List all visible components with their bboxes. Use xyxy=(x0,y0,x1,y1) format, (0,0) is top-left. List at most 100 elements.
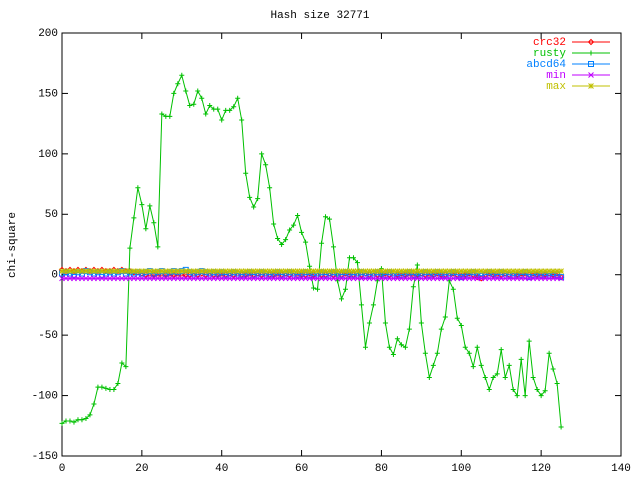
point-marker xyxy=(227,107,233,113)
point-marker xyxy=(522,393,528,399)
point-marker xyxy=(67,268,73,274)
point-marker xyxy=(159,111,165,117)
point-marker xyxy=(255,196,261,202)
point-marker xyxy=(323,214,329,220)
point-marker xyxy=(210,268,217,274)
point-marker xyxy=(418,320,424,326)
legend-label: min xyxy=(546,70,566,82)
point-marker xyxy=(406,268,413,274)
point-marker xyxy=(314,268,321,274)
point-marker xyxy=(510,268,517,274)
point-marker xyxy=(170,268,177,274)
point-marker xyxy=(270,268,277,274)
point-marker xyxy=(366,320,372,326)
point-marker xyxy=(494,268,501,274)
x-tick-label: 60 xyxy=(295,463,308,475)
point-marker xyxy=(242,268,249,274)
point-marker xyxy=(462,268,469,274)
point-marker xyxy=(290,268,297,274)
point-marker xyxy=(79,268,85,274)
y-tick-label: -100 xyxy=(32,390,58,402)
point-marker xyxy=(342,268,349,274)
point-marker xyxy=(59,420,65,426)
point-marker xyxy=(362,344,368,350)
point-marker xyxy=(354,268,361,274)
point-marker xyxy=(195,88,201,94)
point-marker xyxy=(155,244,161,250)
legend-marker xyxy=(588,83,594,89)
point-marker xyxy=(167,113,173,119)
point-marker xyxy=(139,268,145,274)
point-marker xyxy=(546,268,552,274)
point-marker xyxy=(194,268,201,274)
point-marker xyxy=(187,103,193,109)
point-marker xyxy=(151,220,157,226)
point-marker xyxy=(234,268,241,274)
point-marker xyxy=(522,268,529,274)
point-marker xyxy=(262,268,269,274)
point-marker xyxy=(482,374,488,380)
point-marker xyxy=(239,117,245,123)
point-marker xyxy=(478,268,485,274)
point-marker xyxy=(131,215,137,221)
point-marker xyxy=(514,268,521,274)
point-marker xyxy=(538,393,544,399)
point-marker xyxy=(486,268,493,274)
point-marker xyxy=(59,268,65,274)
point-marker xyxy=(243,170,249,176)
point-marker xyxy=(175,81,181,87)
point-marker xyxy=(494,371,500,377)
point-marker xyxy=(267,185,273,191)
point-marker xyxy=(315,286,321,292)
point-marker xyxy=(354,260,360,266)
y-axis-label: chi-square xyxy=(7,212,19,278)
point-marker xyxy=(274,268,281,274)
point-marker xyxy=(302,268,309,274)
point-marker xyxy=(266,268,273,274)
y-tick-label: -50 xyxy=(38,330,58,342)
point-marker xyxy=(103,268,109,274)
point-marker xyxy=(422,268,429,274)
x-tick-label: 80 xyxy=(375,463,388,475)
point-marker xyxy=(406,326,412,332)
point-marker xyxy=(346,268,353,274)
point-marker xyxy=(542,268,548,274)
point-marker xyxy=(63,268,69,274)
point-marker xyxy=(251,204,257,210)
point-marker xyxy=(339,296,344,302)
point-marker xyxy=(458,268,465,274)
point-marker xyxy=(83,416,89,422)
point-marker xyxy=(426,268,433,274)
point-marker xyxy=(482,268,489,274)
point-marker xyxy=(186,268,193,274)
point-marker xyxy=(374,268,381,274)
point-marker xyxy=(358,268,365,274)
point-marker xyxy=(510,387,516,393)
point-marker xyxy=(390,268,397,274)
point-marker xyxy=(394,268,401,274)
x-tick-label: 20 xyxy=(135,463,148,475)
point-marker xyxy=(398,342,404,348)
point-marker xyxy=(218,268,225,274)
point-marker xyxy=(450,286,456,292)
point-marker xyxy=(454,268,461,274)
point-marker xyxy=(422,350,428,356)
point-marker xyxy=(203,111,209,117)
point-marker xyxy=(119,268,125,274)
point-marker xyxy=(342,286,348,292)
point-marker xyxy=(442,268,449,274)
point-marker xyxy=(330,268,337,274)
point-marker xyxy=(382,268,389,274)
point-marker xyxy=(190,268,197,274)
point-marker xyxy=(147,203,153,209)
point-marker xyxy=(538,268,544,274)
point-marker xyxy=(550,268,556,274)
point-marker xyxy=(231,104,237,110)
point-marker xyxy=(87,412,93,418)
point-marker xyxy=(470,364,476,370)
point-marker xyxy=(115,380,121,386)
point-marker xyxy=(247,194,253,200)
point-marker xyxy=(518,356,524,362)
point-marker xyxy=(402,344,408,350)
x-tick-label: 40 xyxy=(215,463,228,475)
